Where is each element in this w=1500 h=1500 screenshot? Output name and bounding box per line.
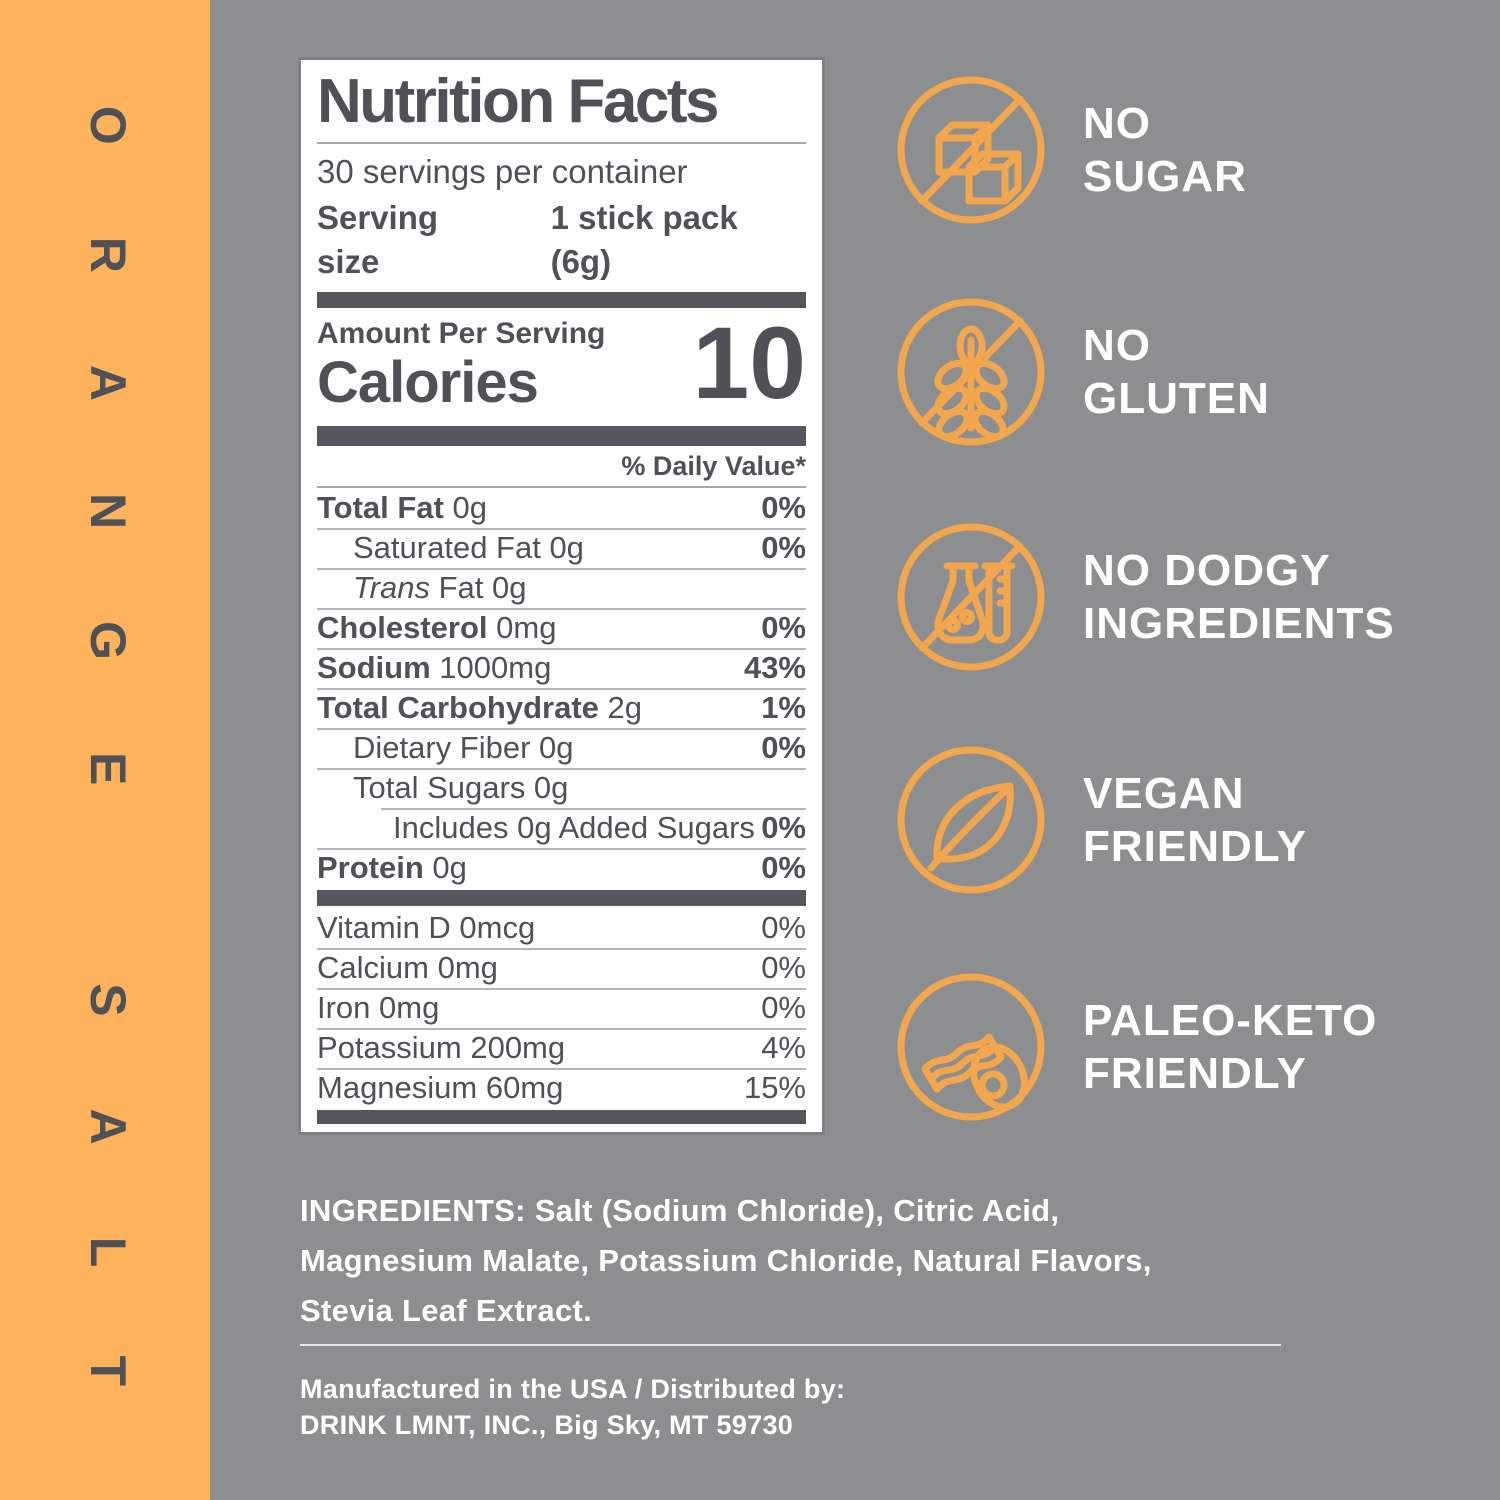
- claim-label-line: INGREDIENTS: [1083, 599, 1395, 648]
- flavor-name: ORANGE SALT: [80, 105, 136, 1479]
- calories-value: 10: [692, 306, 806, 420]
- thick-divider: [317, 426, 806, 446]
- calories-block: Amount Per Serving Calories 10: [317, 312, 806, 418]
- nutrient-row: Protein 0g 0%: [317, 848, 806, 888]
- vitamin-row: Magnesium 60mg 15%: [317, 1068, 806, 1108]
- claim-row: NO SUGAR: [893, 72, 1247, 228]
- claim-label-line: SUGAR: [1083, 152, 1247, 201]
- nutrient-row: Total Sugars 0g: [317, 768, 806, 808]
- ingredients-line: Magnesium Malate, Potassium Chloride, Na…: [300, 1243, 1152, 1278]
- servings-per-container: 30 servings per container: [317, 153, 688, 190]
- claim-row: NO GLUTEN: [893, 294, 1270, 450]
- claim-label-line: PALEO-KETO: [1083, 996, 1378, 1045]
- nutrition-title: Nutrition Facts: [317, 66, 806, 144]
- daily-value-footnote: * The % Daily Value (DV) tells you how m…: [317, 1130, 806, 1132]
- nutrient-row: Includes 0g Added Sugars 0%: [317, 808, 806, 848]
- vitamin-row: Potassium 200mg 4%: [317, 1028, 806, 1068]
- bottom-divider: [300, 1344, 1281, 1346]
- claim-label-line: NO DODGY: [1083, 546, 1331, 595]
- ingredients-line: Stevia Leaf Extract.: [300, 1293, 593, 1328]
- nutrient-row: Dietary Fiber 0g 0%: [317, 728, 806, 768]
- nutrient-row: Total Carbohydrate 2g 1%: [317, 688, 806, 728]
- vitamin-row: Calcium 0mg 0%: [317, 948, 806, 988]
- manufacturer-line: Manufactured in the USA / Distributed by…: [300, 1374, 846, 1404]
- thick-divider: [317, 292, 806, 308]
- nutrient-row: Trans Fat 0g: [317, 568, 806, 608]
- vegan-leaf-icon: [897, 746, 1045, 894]
- ingredients-block: INGREDIENTS: Salt (Sodium Chloride), Cit…: [300, 1186, 1260, 1336]
- claim-label-line: GLUTEN: [1083, 374, 1270, 423]
- no-dodgy-ingredients-icon: [897, 523, 1045, 671]
- claim-label-line: NO: [1083, 321, 1151, 370]
- ingredients-line: INGREDIENTS: Salt (Sodium Chloride), Cit…: [300, 1193, 1060, 1228]
- flavor-sidebar: ORANGE SALT: [0, 0, 210, 1500]
- nutrient-row: Saturated Fat 0g 0%: [317, 528, 806, 568]
- claim-row: VEGAN FRIENDLY: [893, 742, 1307, 898]
- vitamin-row: Vitamin D 0mcg 0%: [317, 910, 806, 945]
- claim-row: PALEO-KETO FRIENDLY: [893, 969, 1377, 1125]
- nutrition-facts-panel: Nutrition Facts 30 servings per containe…: [298, 57, 825, 1135]
- nutrient-row: Cholesterol 0mg 0%: [317, 608, 806, 648]
- serving-size-value: 1 stick pack (6g): [550, 199, 738, 280]
- claim-row: NO DODGY INGREDIENTS: [893, 519, 1395, 675]
- serving-size-row: Serving size 1 stick pack (6g): [317, 196, 806, 290]
- claim-label-line: NO: [1083, 99, 1151, 148]
- nutrient-row: Sodium 1000mg 43%: [317, 648, 806, 688]
- thick-divider: [317, 890, 806, 906]
- claim-label-line: FRIENDLY: [1083, 822, 1307, 871]
- thick-divider: [317, 1110, 806, 1124]
- daily-value-header: % Daily Value*: [317, 446, 806, 488]
- paleo-keto-bacon-egg-icon: [897, 973, 1045, 1121]
- claim-label-line: VEGAN: [1083, 769, 1245, 818]
- calories-label: Calories: [317, 350, 539, 415]
- serving-size-label: Serving size: [317, 199, 439, 280]
- nutrient-row: Total Fat 0g 0%: [317, 490, 806, 525]
- no-sugar-icon: [897, 76, 1045, 224]
- claim-label-line: FRIENDLY: [1083, 1049, 1307, 1098]
- manufacturer-line: DRINK LMNT, INC., Big Sky, MT 59730: [300, 1410, 794, 1440]
- no-gluten-icon: [897, 298, 1045, 446]
- amount-per-serving-label: Amount Per Serving: [317, 317, 606, 350]
- vitamin-row: Iron 0mg 0%: [317, 988, 806, 1028]
- manufacturer-block: Manufactured in the USA / Distributed by…: [300, 1371, 845, 1443]
